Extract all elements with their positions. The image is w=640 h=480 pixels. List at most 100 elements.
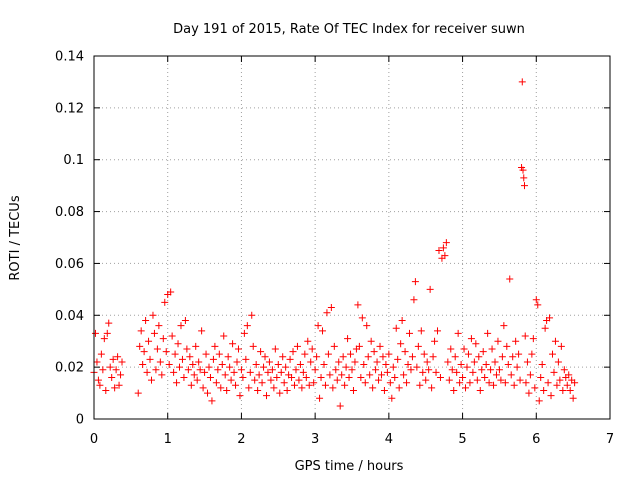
data-point xyxy=(519,166,527,174)
data-point xyxy=(276,389,284,397)
data-point xyxy=(541,324,549,332)
data-point xyxy=(292,366,300,374)
data-point xyxy=(168,332,176,340)
x-tick-label: 7 xyxy=(606,432,614,447)
data-point xyxy=(408,353,416,361)
data-point xyxy=(382,361,390,369)
data-point xyxy=(239,374,247,382)
data-point xyxy=(375,376,383,384)
data-point xyxy=(190,371,198,379)
data-point xyxy=(162,348,170,356)
y-tick-label: 0 xyxy=(76,413,84,428)
data-point xyxy=(204,389,212,397)
data-point xyxy=(212,379,220,387)
data-point xyxy=(407,366,415,374)
data-point xyxy=(571,379,579,387)
data-point xyxy=(364,353,372,361)
data-point xyxy=(142,316,150,324)
data-point xyxy=(136,342,144,350)
data-point xyxy=(254,386,262,394)
y-axis-label: ROTI / TECUs xyxy=(8,195,23,280)
data-point xyxy=(189,361,197,369)
data-point xyxy=(270,384,278,392)
y-tick-label: 0.14 xyxy=(55,50,84,65)
data-point xyxy=(117,371,125,379)
data-point xyxy=(506,275,514,283)
data-point xyxy=(156,358,164,366)
data-point xyxy=(211,342,219,350)
data-point xyxy=(355,342,363,350)
data-point xyxy=(432,368,440,376)
y-tick-label: 0.12 xyxy=(55,101,84,116)
data-point xyxy=(470,358,478,366)
data-point xyxy=(167,288,175,296)
data-point xyxy=(264,368,272,376)
data-point xyxy=(109,355,117,363)
data-point xyxy=(523,358,531,366)
data-point xyxy=(100,335,108,343)
data-point xyxy=(420,350,428,358)
data-point xyxy=(459,374,467,382)
data-point xyxy=(414,342,422,350)
data-point xyxy=(208,397,216,405)
data-point xyxy=(293,342,301,350)
data-point xyxy=(248,311,256,319)
data-point xyxy=(214,366,222,374)
data-point xyxy=(159,335,167,343)
data-point xyxy=(268,366,276,374)
data-point xyxy=(453,368,461,376)
data-point xyxy=(310,379,318,387)
data-point xyxy=(262,392,270,400)
data-point xyxy=(351,358,359,366)
x-tick-label: 4 xyxy=(385,432,393,447)
data-point xyxy=(291,381,299,389)
data-point xyxy=(267,376,275,384)
data-point xyxy=(242,355,250,363)
data-point xyxy=(329,384,337,392)
data-point xyxy=(405,329,413,337)
data-point xyxy=(422,376,430,384)
data-point xyxy=(478,366,486,374)
data-point xyxy=(313,353,321,361)
data-point xyxy=(467,335,475,343)
data-point xyxy=(429,353,437,361)
data-point xyxy=(367,337,375,345)
data-point xyxy=(226,363,234,371)
data-point xyxy=(220,332,228,340)
data-point xyxy=(532,296,540,304)
data-point xyxy=(386,379,394,387)
data-point xyxy=(165,361,173,369)
data-point xyxy=(426,285,434,293)
data-point xyxy=(171,350,179,358)
data-point xyxy=(93,358,101,366)
data-point xyxy=(327,304,335,312)
data-point xyxy=(557,342,565,350)
data-point xyxy=(428,384,436,392)
data-point xyxy=(476,386,484,394)
data-point xyxy=(490,381,498,389)
data-point xyxy=(186,353,194,361)
data-point xyxy=(314,322,322,330)
data-point xyxy=(463,363,471,371)
data-point xyxy=(560,366,568,374)
data-point xyxy=(540,386,548,394)
data-point xyxy=(201,368,209,376)
data-point xyxy=(515,350,523,358)
data-point xyxy=(137,327,145,335)
data-point xyxy=(404,361,412,369)
data-point xyxy=(565,371,573,379)
data-point xyxy=(497,376,505,384)
data-point xyxy=(512,337,520,345)
data-point xyxy=(158,371,166,379)
data-point xyxy=(249,342,257,350)
y-tick-label: 0.1 xyxy=(63,153,84,168)
data-point xyxy=(482,361,490,369)
data-point xyxy=(320,361,328,369)
x-axis-label: GPS time / hours xyxy=(295,459,404,474)
data-point xyxy=(501,379,509,387)
data-point xyxy=(308,345,316,353)
plot-frame xyxy=(93,55,611,420)
data-point xyxy=(366,371,374,379)
data-point xyxy=(114,353,122,361)
data-point xyxy=(475,353,483,361)
